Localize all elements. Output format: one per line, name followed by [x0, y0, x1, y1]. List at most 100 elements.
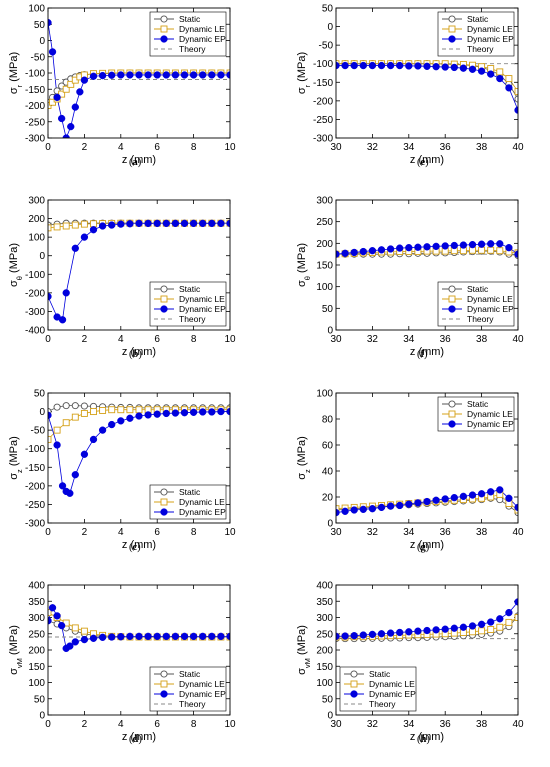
legend-label: Dynamic LE [179, 294, 225, 304]
x-tick-label: 38 [476, 142, 488, 153]
data-point-dynamic-ep [199, 71, 207, 79]
data-point-dynamic-ep [468, 240, 477, 249]
data-point-dynamic-ep [350, 248, 358, 257]
x-tick-label: 4 [118, 527, 124, 538]
y-tick-label: 100 [316, 389, 333, 400]
plot-frame [47, 392, 231, 524]
x-axis-label: z (mm) [122, 154, 156, 166]
y-axis-label: σvM (MPa) [8, 625, 24, 675]
data-point-dynamic-ep [505, 608, 513, 617]
y-tick-label: 50 [34, 694, 46, 705]
legend-label: Dynamic EP [179, 304, 226, 314]
legend-label: Static [467, 399, 489, 409]
y-tick-label: -300 [25, 307, 45, 318]
data-point-dynamic-ep [368, 247, 377, 255]
x-tick-label: 38 [476, 527, 488, 538]
legend-label: Dynamic LE [467, 294, 513, 304]
x-tick-label: 10 [224, 334, 236, 345]
data-point-dynamic-ep [459, 64, 468, 72]
data-point-dynamic-le [160, 295, 168, 303]
data-point-dynamic-ep [144, 411, 152, 419]
y-tick-label: 0 [39, 711, 45, 722]
data-point-dynamic-le [478, 246, 486, 254]
y-tick-label: 200 [316, 646, 333, 657]
x-tick-label: 0 [45, 334, 51, 345]
legend-label: Dynamic EP [179, 689, 226, 699]
data-point-dynamic-le [514, 614, 518, 621]
data-point-dynamic-le [336, 505, 340, 513]
y-tick-label: 350 [316, 597, 333, 608]
data-point-dynamic-ep [487, 488, 495, 496]
y-tick-label: -200 [313, 96, 333, 107]
legend-label: Dynamic EP [179, 507, 226, 517]
x-tick-label: 6 [154, 142, 160, 153]
data-point-dynamic-ep [450, 624, 458, 632]
data-point-dynamic-ep [67, 122, 75, 131]
legend-label: Theory [179, 699, 206, 709]
x-tick-label: 8 [191, 142, 197, 153]
y-tick-label: 50 [322, 304, 334, 315]
data-point-dynamic-ep [108, 420, 116, 429]
y-tick-label: -400 [25, 326, 45, 337]
data-point-dynamic-le [117, 406, 125, 414]
data-point-dynamic-ep [98, 426, 107, 434]
data-point-dynamic-ep [377, 61, 386, 70]
y-tick-label: 100 [316, 282, 333, 293]
panel-caption: (d) [129, 734, 142, 745]
data-point-dynamic-ep [117, 417, 125, 425]
data-point-dynamic-le [448, 25, 456, 33]
data-point-dynamic-ep [217, 632, 225, 640]
data-point-dynamic-ep [108, 71, 116, 79]
data-point-dynamic-le [48, 435, 52, 443]
data-point-dynamic-ep [48, 604, 57, 612]
data-point-dynamic-ep [58, 621, 66, 630]
data-point-dynamic-le [108, 406, 116, 414]
data-point-dynamic-le [80, 409, 88, 417]
data-point-dynamic-ep [477, 620, 486, 628]
data-point-dynamic-ep [62, 134, 70, 138]
y-tick-label: -150 [25, 85, 45, 96]
data-point-dynamic-ep [153, 71, 161, 79]
data-point-dynamic-ep [505, 84, 513, 92]
legend-label: Theory [467, 314, 494, 324]
data-point-static [80, 402, 88, 410]
data-point-dynamic-ep [199, 632, 207, 640]
y-tick-label: 150 [316, 662, 333, 673]
y-axis-label: σθ (MPa) [296, 243, 312, 287]
data-point-dynamic-ep [396, 244, 404, 252]
data-point-dynamic-ep [377, 630, 386, 638]
data-point-dynamic-ep [477, 490, 486, 498]
data-point-static [514, 95, 518, 103]
data-point-dynamic-ep [432, 496, 440, 504]
y-tick-label: -200 [25, 288, 45, 299]
legend-label: Static [467, 14, 489, 24]
y-tick-label: -100 [313, 59, 333, 70]
data-point-dynamic-ep [153, 632, 161, 640]
x-tick-label: 40 [512, 527, 524, 538]
legend-label: Dynamic LE [467, 24, 513, 34]
y-tick-label: 100 [28, 233, 45, 244]
data-point-dynamic-ep [217, 407, 225, 416]
x-tick-label: 32 [367, 719, 379, 730]
data-point-dynamic-ep [368, 61, 377, 70]
data-point-static [160, 488, 168, 496]
y-tick-label: 0 [327, 711, 333, 722]
y-tick-label: -300 [313, 134, 333, 145]
panel-caption: (g) [417, 542, 430, 553]
x-tick-label: 34 [403, 142, 415, 153]
x-tick-label: 38 [476, 719, 488, 730]
data-point-dynamic-ep [396, 628, 404, 637]
data-point-dynamic-ep [226, 71, 230, 79]
data-point-dynamic-le [80, 220, 88, 228]
x-tick-label: 30 [330, 142, 342, 153]
y-tick-label: -250 [25, 117, 45, 128]
y-tick-label: 0 [327, 326, 333, 337]
data-point-dynamic-ep [359, 61, 367, 70]
legend-label: Dynamic LE [467, 409, 513, 419]
data-point-dynamic-ep [160, 690, 168, 698]
data-point-dynamic-ep [58, 482, 67, 490]
data-point-dynamic-ep [53, 441, 61, 449]
data-point-dynamic-ep [48, 292, 52, 301]
